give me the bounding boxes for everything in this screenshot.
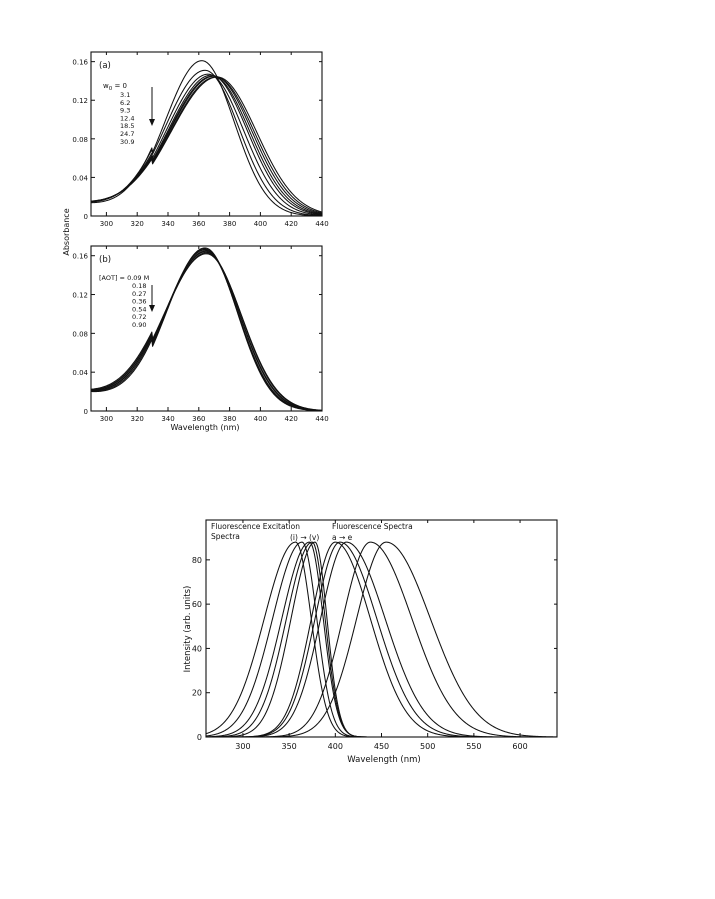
chart-a-panel-label: (a)	[99, 61, 111, 71]
chart-a-legend: 3.16.29.312.418.524.730.9	[120, 91, 134, 146]
chart-a-legend-item: 3.1	[120, 91, 130, 99]
chart-a-legend-item: 18.5	[120, 122, 134, 130]
chart-a-ytick-label: 0.16	[72, 59, 88, 67]
chart-a-legend-item: 12.4	[120, 114, 134, 122]
chart-a-ytick-label: 0	[84, 213, 88, 221]
chart-a-ytick-label: 0.04	[72, 174, 88, 182]
chart-a-legend-item: 9.3	[120, 107, 130, 115]
chart-a-xtick-label: 440	[315, 220, 328, 228]
chart-a-legend-arrowhead	[149, 119, 155, 126]
chart-a-ytick-label: 0.12	[72, 97, 88, 105]
absorbance-curve-a	[90, 69, 323, 217]
chart-a-xtick-label: 380	[223, 220, 236, 228]
chart-a-xtick-label: 320	[131, 220, 144, 228]
chart-a-plot: 300 320 340 360 380 400 420 440 0 0.04 0.08 0.12 0.1…	[72, 51, 329, 228]
chart-a-frame	[90, 51, 323, 217]
absorbance-curve-a	[90, 76, 323, 213]
chart-a-xtick-label: 420	[285, 220, 298, 228]
chart-a-legend-item: 24.7	[120, 130, 134, 138]
chart-a-xtick-label: 360	[192, 220, 205, 228]
chart-a-legend-item: 6.2	[120, 99, 130, 107]
chart-a-legend-title: w0 = 0	[103, 82, 127, 92]
chart-a-xtick-label: 340	[161, 220, 174, 228]
chart-a-legend-item: 30.9	[120, 138, 134, 146]
chart-a-ytick-label: 0.08	[72, 136, 88, 144]
chart-a-xtick-label: 300	[100, 220, 113, 228]
chart-a-xtick-label: 400	[254, 220, 267, 228]
